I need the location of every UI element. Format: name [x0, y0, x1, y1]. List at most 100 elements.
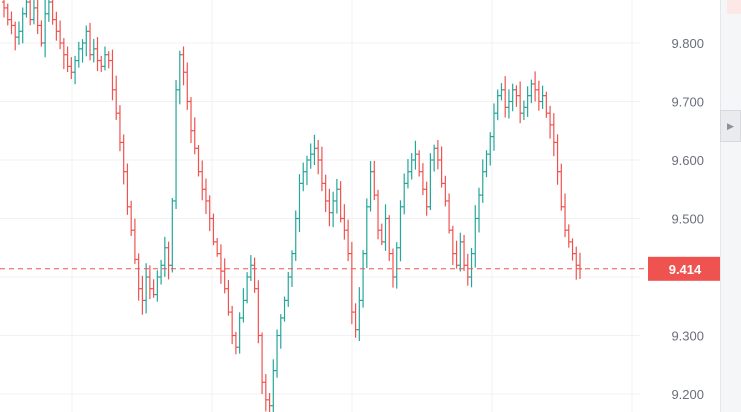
ohlc-bar: [200, 160, 205, 201]
ohlc-bar: [409, 153, 414, 180]
corner-indicator: [727, 0, 741, 14]
ohlc-bar: [215, 238, 220, 257]
ohlc-bar: [50, 0, 55, 25]
ohlc-bar: [189, 97, 194, 143]
ohlc-bar: [147, 265, 152, 300]
ohlc-bar: [462, 234, 467, 271]
ohlc-bar: [319, 146, 324, 192]
ohlc-bar: [181, 46, 186, 86]
ohlc-bar: [282, 296, 287, 322]
ohlc-bar: [473, 205, 478, 268]
ohlc-bar: [28, 0, 33, 26]
ohlc-bar: [469, 247, 474, 288]
ohlc-bar: [548, 105, 553, 139]
y-tick-label: 9.200: [671, 387, 704, 402]
ohlc-bar: [312, 134, 317, 166]
ohlc-bar: [428, 153, 433, 211]
ohlc-bar: [484, 150, 489, 178]
ohlc-bar: [443, 175, 448, 207]
ohlc-bar: [203, 178, 208, 215]
ohlc-bar: [346, 219, 351, 262]
ohlc-bar: [241, 288, 246, 323]
ohlc-bar: [491, 103, 496, 151]
ohlc-bar: [13, 21, 18, 51]
ohlc-bar: [398, 200, 403, 262]
ohlc-bar: [447, 193, 452, 234]
ohlc-bar: [226, 279, 231, 316]
ohlc-bar: [166, 241, 171, 280]
ohlc-bar: [58, 20, 63, 50]
ohlc-bar: [76, 41, 81, 68]
ohlc-bar: [383, 204, 388, 251]
ohlc-bar: [574, 246, 579, 280]
right-toolbar-strip: [720, 0, 741, 412]
ohlc-bar: [372, 160, 377, 200]
ohlc-bar: [170, 197, 175, 273]
y-axis[interactable]: 9.800 9.700 9.600 9.500 9.300 9.200 9.414: [648, 36, 722, 402]
ohlc-bar: [357, 287, 362, 342]
ohlc-bar: [43, 0, 48, 58]
ohlc-bar: [417, 150, 422, 177]
ohlc-bar: [196, 145, 201, 177]
ohlc-bar: [551, 113, 556, 157]
ohlc-bar: [136, 253, 141, 301]
ohlc-bar: [555, 134, 560, 185]
ohlc-bar: [465, 253, 470, 286]
ohlc-bar: [73, 55, 78, 85]
ohlc-bar: [379, 223, 384, 246]
ohlc-bar: [267, 392, 272, 412]
ohlc-bar: [424, 181, 429, 216]
ohlc-bar: [102, 46, 107, 71]
collapse-panel-button[interactable]: ▶: [720, 110, 741, 142]
last-price-tag-label: 9.414: [669, 262, 702, 277]
ohlc-bar: [376, 189, 381, 240]
ohlc-bar: [331, 191, 336, 228]
ohlc-bar: [488, 132, 493, 166]
ohlc-bar: [477, 187, 482, 233]
ohlc-bar: [256, 280, 261, 344]
ohlc-bar: [361, 250, 366, 308]
ohlc-bar: [192, 117, 197, 155]
ohlc-bar: [578, 252, 582, 279]
ohlc-bar: [24, 0, 29, 18]
ohlc-bar: [84, 25, 89, 57]
ohlc-bar: [450, 225, 455, 266]
ohlc-bar: [99, 56, 104, 72]
ohlc-bar: [155, 270, 160, 302]
ohlc-bar: [566, 224, 571, 248]
ohlc-bar: [323, 174, 328, 213]
ohlc-bar: [510, 83, 515, 112]
ohlc-bar: [521, 100, 526, 121]
ohlc-bar: [54, 11, 59, 41]
ohlc-bars: [2, 0, 582, 412]
ohlc-bar: [252, 257, 257, 293]
ohlc-bar: [248, 255, 253, 281]
ohlc-bar: [125, 163, 130, 215]
ohlc-bar: [237, 312, 242, 354]
ohlc-bar: [405, 159, 410, 189]
ohlc-bar: [420, 163, 425, 196]
ohlc-bar: [271, 359, 276, 412]
ohlc-bar: [435, 140, 440, 170]
ohlc-bar: [222, 258, 227, 294]
ohlc-bar: [533, 71, 538, 102]
ohlc-bar: [110, 49, 115, 101]
ohlc-bar: [563, 193, 568, 238]
ohlc-bar: [121, 134, 126, 185]
ohlc-bar: [129, 200, 134, 236]
last-price-tag: [648, 256, 722, 281]
ohlc-bar: [46, 0, 51, 22]
ohlc-bar: [316, 140, 321, 175]
ohlc-bar: [364, 198, 369, 269]
ohlc-bar: [117, 105, 122, 152]
y-tick-label: 9.500: [671, 212, 704, 227]
ohlc-bar: [5, 3, 10, 26]
ohlc-bar: [387, 215, 392, 262]
ohlc-bar: [518, 81, 523, 124]
ohlc-bar: [304, 155, 309, 186]
ohlc-bar: [327, 188, 332, 227]
ohlc-bar: [233, 331, 238, 355]
ohlc-bar: [65, 46, 70, 73]
